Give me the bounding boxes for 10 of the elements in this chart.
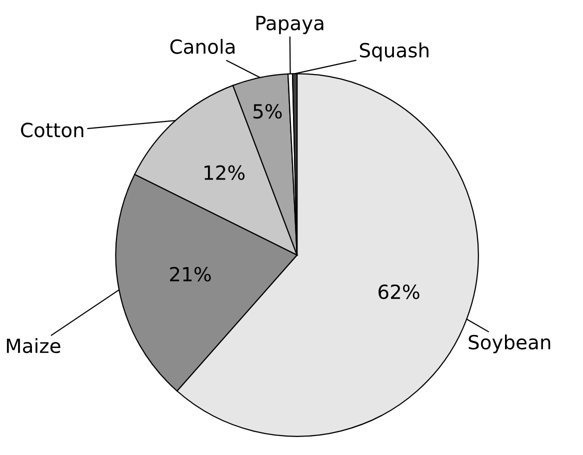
- slice-label: Cotton: [21, 122, 84, 138]
- data-label: 21%: [170, 266, 211, 282]
- slice-label: Papaya: [256, 16, 324, 34]
- slice-label: Squash: [360, 42, 428, 62]
- data-label: 5%: [253, 104, 282, 119]
- slice-label: Soybean: [468, 334, 550, 354]
- slice-label: Canola: [170, 38, 234, 54]
- data-label: 12%: [204, 165, 245, 180]
- slice-label: Maize: [6, 338, 60, 354]
- data-label: 62%: [378, 284, 420, 300]
